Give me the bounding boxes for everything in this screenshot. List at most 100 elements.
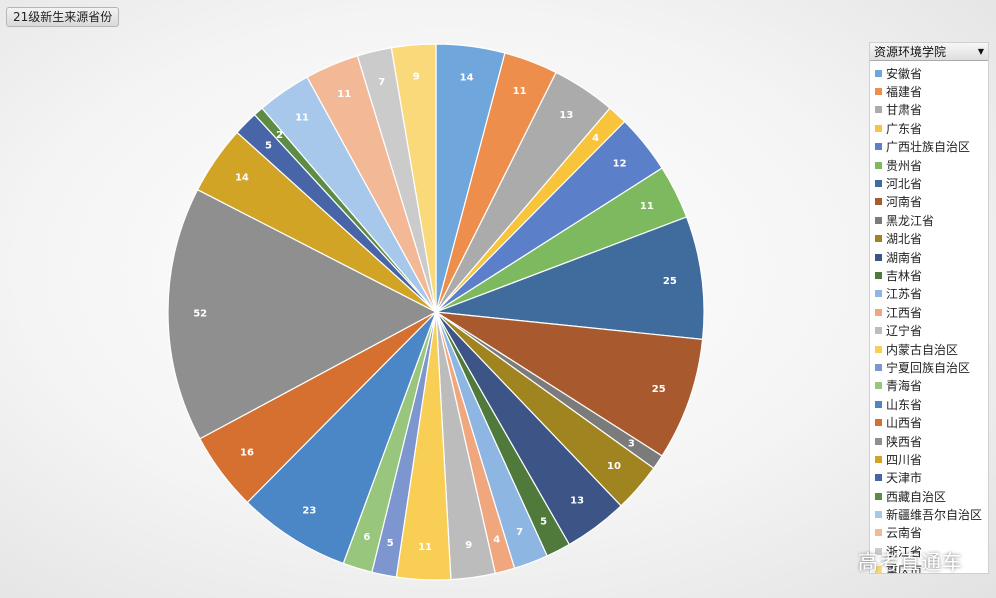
legend-label: 山西省 [886,416,923,431]
legend-item-14: 辽宁省 [875,321,988,339]
slice-value-label-6: 25 [663,276,677,287]
slice-value-label-12: 7 [516,527,523,538]
legend-label: 湖南省 [886,250,923,265]
legend-label: 西藏自治区 [886,489,947,504]
slice-value-label-18: 23 [302,505,316,516]
legend-item-27: 重庆市 [875,561,988,573]
legend-item-25: 云南省 [875,524,988,542]
legend-item-21: 四川省 [875,450,988,468]
legend-label: 广东省 [886,121,923,136]
pie-slice-27[interactable] [390,43,437,313]
legend-swatch [875,437,882,445]
pie-slice-7[interactable] [435,311,704,457]
legend-label: 吉林省 [886,268,923,283]
slice-value-label-19: 16 [240,448,254,459]
slice-value-label-7: 25 [652,384,666,395]
legend-label: 黑龙江省 [886,213,935,228]
filter-selected-value: 资源环境学院 [874,45,947,59]
legend-label: 新疆维吾尔自治区 [886,508,983,523]
legend-swatch [875,474,882,482]
legend-label: 福建省 [886,85,923,100]
slice-value-label-0: 14 [460,73,474,84]
legend-item-7: 河南省 [875,193,988,211]
slice-value-label-27: 9 [413,71,420,82]
legend-swatch [875,69,882,77]
legend-item-19: 山西省 [875,413,988,431]
slice-value-label-10: 13 [570,495,584,506]
slice-value-label-15: 11 [418,542,432,553]
slice-value-label-8: 3 [628,439,635,450]
legend-label: 浙江省 [886,544,923,559]
legend-item-26: 浙江省 [875,542,988,560]
legend-item-17: 青海省 [875,377,988,395]
legend-label: 贵州省 [886,158,923,173]
legend-swatch [875,400,882,408]
pie-slice-18[interactable] [246,311,437,565]
pie-slice-20[interactable] [167,188,438,440]
legend-swatch [875,382,882,390]
legend-item-23: 西藏自治区 [875,487,988,505]
slice-value-label-23: 2 [276,130,283,141]
chart-title[interactable]: 21级新生来源省份 [6,7,120,27]
legend-label: 河南省 [886,195,923,210]
slice-value-label-20: 52 [193,309,207,320]
slice-value-label-13: 4 [493,534,500,545]
legend-label: 山东省 [886,397,923,412]
chevron-down-icon[interactable]: ▼ [977,47,984,56]
slice-value-label-22: 5 [265,141,272,152]
legend-label: 广西壮族自治区 [886,140,971,155]
legend-item-4: 广西壮族自治区 [875,138,988,156]
legend-item-3: 广东省 [875,119,988,137]
pie-chart: 1411134121125253101357491156231652145211… [167,43,705,581]
legend-swatch [875,161,882,169]
legend-item-6: 河北省 [875,174,988,192]
legend-swatch [875,492,882,500]
legend-label: 河北省 [886,177,923,192]
legend-swatch [875,235,882,243]
legend-swatch [875,511,882,519]
legend-label: 安徽省 [886,66,923,81]
legend-label: 内蒙古自治区 [886,342,959,357]
legend-label: 江苏省 [886,287,923,302]
legend-swatch [875,253,882,261]
legend-swatch [875,547,882,555]
legend-swatch [875,216,882,224]
legend-swatch [875,198,882,206]
legend-swatch [875,88,882,96]
legend-label: 辽宁省 [886,324,923,339]
legend-swatch [875,271,882,279]
college-filter-dropdown[interactable]: 资源环境学院 ▼ [870,43,988,61]
slice-value-label-21: 14 [235,173,249,184]
legend-label: 甘肃省 [886,103,923,118]
slice-value-label-16: 5 [387,538,394,549]
legend-label: 云南省 [886,526,923,541]
legend-swatch [875,455,882,463]
slice-value-label-5: 11 [640,201,654,212]
legend-item-15: 内蒙古自治区 [875,340,988,358]
slice-value-label-4: 12 [613,158,627,169]
pie-slice-6[interactable] [435,216,705,341]
legend-swatch [875,143,882,151]
slice-value-label-25: 11 [337,89,351,100]
slice-value-label-24: 11 [295,112,309,123]
legend-list: 安徽省福建省甘肃省广东省广西壮族自治区 贵州省河北省河南省黑龙江省湖北省湖南省吉林… [870,61,988,573]
legend-label: 天津市 [886,471,923,486]
legend-swatch [875,290,882,298]
legend-item-20: 陕西省 [875,432,988,450]
legend-item-1: 福建省 [875,82,988,100]
legend-swatch [875,363,882,371]
legend-swatch [875,327,882,335]
legend-item-22: 天津市 [875,469,988,487]
legend-swatch [875,106,882,114]
slice-value-label-14: 9 [465,540,472,551]
legend-item-9: 湖北省 [875,230,988,248]
legend-label: 陕西省 [886,434,923,449]
legend-swatch [875,419,882,427]
legend-item-0: 安徽省 [875,64,988,82]
slice-value-label-2: 13 [559,110,573,121]
legend-item-13: 江西省 [875,303,988,321]
legend-swatch [875,124,882,132]
slice-value-label-3: 4 [592,133,599,144]
legend-item-10: 湖南省 [875,248,988,266]
slice-value-label-17: 6 [363,532,370,543]
